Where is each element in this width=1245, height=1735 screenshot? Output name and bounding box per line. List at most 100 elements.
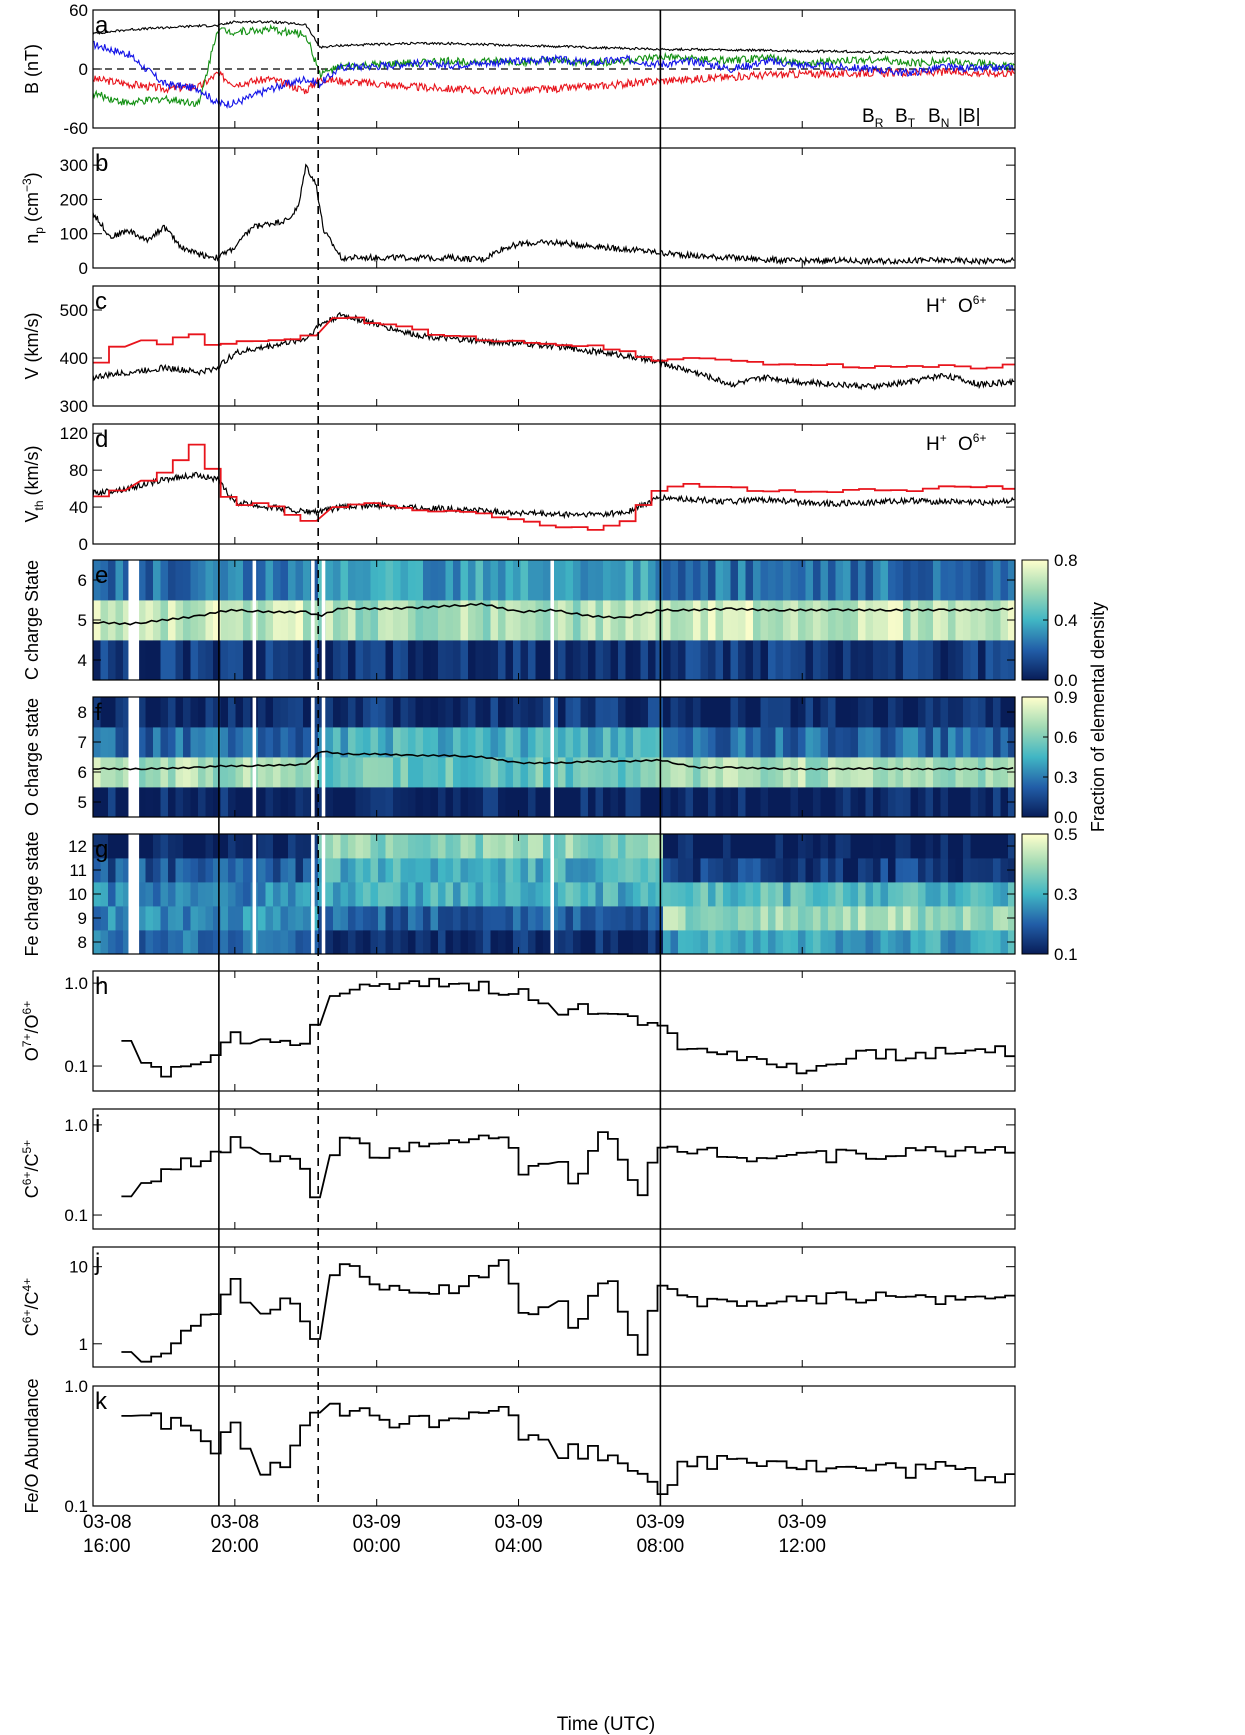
heatmap-cell bbox=[123, 640, 132, 680]
heatmap-cell bbox=[348, 560, 357, 601]
heatmap-cell bbox=[768, 727, 777, 758]
heatmap-cell bbox=[1000, 640, 1009, 680]
heatmap-cell bbox=[198, 882, 207, 907]
heatmap-cell bbox=[873, 757, 882, 788]
heatmap-cell bbox=[685, 858, 694, 883]
heatmap-cell bbox=[648, 930, 657, 954]
heatmap-cell bbox=[325, 727, 334, 758]
panel-frame bbox=[92, 559, 1016, 681]
heatmap-cell bbox=[295, 858, 304, 883]
heatmap-cell bbox=[903, 727, 912, 758]
heatmap-cell bbox=[295, 882, 304, 907]
data-gap bbox=[550, 697, 554, 817]
heatmap-cell bbox=[715, 930, 724, 954]
heatmap-cell bbox=[543, 906, 552, 931]
heatmap-cell bbox=[295, 560, 304, 601]
heatmap-cell bbox=[580, 787, 589, 817]
heatmap-cell bbox=[550, 560, 559, 601]
heatmap-cell bbox=[948, 787, 957, 817]
heatmap-cell bbox=[970, 834, 979, 859]
heatmap-cell bbox=[445, 600, 454, 641]
heatmap-cell bbox=[910, 882, 919, 907]
time-axis: 03-0816:0003-0820:0003-0900:0003-0904:00… bbox=[83, 602, 1108, 1557]
heatmap-cell bbox=[115, 640, 124, 680]
heatmap-cell bbox=[865, 640, 874, 680]
heatmap-cell bbox=[970, 560, 979, 601]
heatmap-cell bbox=[363, 858, 372, 883]
heatmap-cell bbox=[573, 834, 582, 859]
heatmap-cell bbox=[918, 930, 927, 954]
heatmap-cell bbox=[633, 858, 642, 883]
heatmap-cell bbox=[730, 600, 739, 641]
heatmap-cell bbox=[498, 858, 507, 883]
heatmap-cell bbox=[498, 882, 507, 907]
heatmap-cell bbox=[888, 560, 897, 601]
heatmap-cell bbox=[753, 930, 762, 954]
heatmap-cell bbox=[498, 834, 507, 859]
heatmap-cell bbox=[528, 640, 537, 680]
heatmap-cell bbox=[858, 600, 867, 641]
heatmap-cell bbox=[205, 697, 214, 728]
heatmap-cell bbox=[873, 858, 882, 883]
heatmap-cell bbox=[475, 882, 484, 907]
panel-letter: d bbox=[95, 426, 108, 453]
heatmap-cell bbox=[790, 560, 799, 601]
heatmap-cell bbox=[618, 697, 627, 728]
data-gap bbox=[550, 834, 554, 954]
y-tick-label: 300 bbox=[60, 397, 88, 416]
legend-sup: 6+ bbox=[973, 431, 987, 445]
heatmap-cell bbox=[693, 858, 702, 883]
heatmap-cell bbox=[400, 906, 409, 931]
heatmap-cell bbox=[498, 757, 507, 788]
heatmap-cell bbox=[333, 834, 342, 859]
heatmap-cell bbox=[535, 906, 544, 931]
heatmap-cell bbox=[228, 757, 237, 788]
heatmap-cell bbox=[625, 858, 634, 883]
heatmap-cell bbox=[468, 930, 477, 954]
heatmap-cell bbox=[933, 640, 942, 680]
colorbar-tick-label: 0.3 bbox=[1054, 885, 1078, 904]
heatmap-cell bbox=[933, 600, 942, 641]
heatmap-cell bbox=[445, 727, 454, 758]
heatmap-cell bbox=[220, 697, 229, 728]
heatmap-cell bbox=[820, 787, 829, 817]
plot-area bbox=[121, 1259, 1015, 1363]
heatmap-cell bbox=[445, 560, 454, 601]
panel-frame bbox=[92, 147, 1016, 269]
heatmap-cell bbox=[978, 757, 987, 788]
heatmap-cell bbox=[175, 697, 184, 728]
heatmap-cell bbox=[100, 560, 109, 601]
heatmap-cell bbox=[115, 930, 124, 954]
heatmap-cell bbox=[430, 882, 439, 907]
heatmap-cell bbox=[280, 757, 289, 788]
heatmap-cell bbox=[708, 600, 717, 641]
heatmap-cell bbox=[505, 930, 514, 954]
heatmap-cell bbox=[880, 757, 889, 788]
heatmap-cell bbox=[303, 834, 312, 859]
heatmap-cell bbox=[385, 600, 394, 641]
heatmap-cell bbox=[588, 882, 597, 907]
heatmap-cell bbox=[700, 882, 709, 907]
heatmap-cell bbox=[873, 906, 882, 931]
y-axis-label: C6+/C5+ bbox=[20, 1140, 42, 1198]
heatmap-cell bbox=[468, 600, 477, 641]
heatmap-cell bbox=[895, 640, 904, 680]
heatmap-cell bbox=[550, 834, 559, 859]
heatmap-cell bbox=[535, 727, 544, 758]
heatmap-cell bbox=[355, 727, 364, 758]
heatmap-cell bbox=[670, 697, 679, 728]
heatmap-cell bbox=[858, 858, 867, 883]
heatmap-cell bbox=[400, 757, 409, 788]
heatmap-cell bbox=[978, 882, 987, 907]
y-tick-label: 8 bbox=[78, 703, 87, 722]
heatmap-cell bbox=[363, 640, 372, 680]
heatmap-cell bbox=[378, 787, 387, 817]
heatmap-cell bbox=[280, 600, 289, 641]
heatmap-cell bbox=[333, 858, 342, 883]
heatmap-cell bbox=[370, 560, 379, 601]
heatmap-cells bbox=[93, 834, 1015, 954]
heatmap-cell bbox=[460, 787, 469, 817]
heatmap-cell bbox=[903, 640, 912, 680]
panel-letter: e bbox=[95, 562, 108, 589]
heatmap-cell bbox=[168, 697, 177, 728]
